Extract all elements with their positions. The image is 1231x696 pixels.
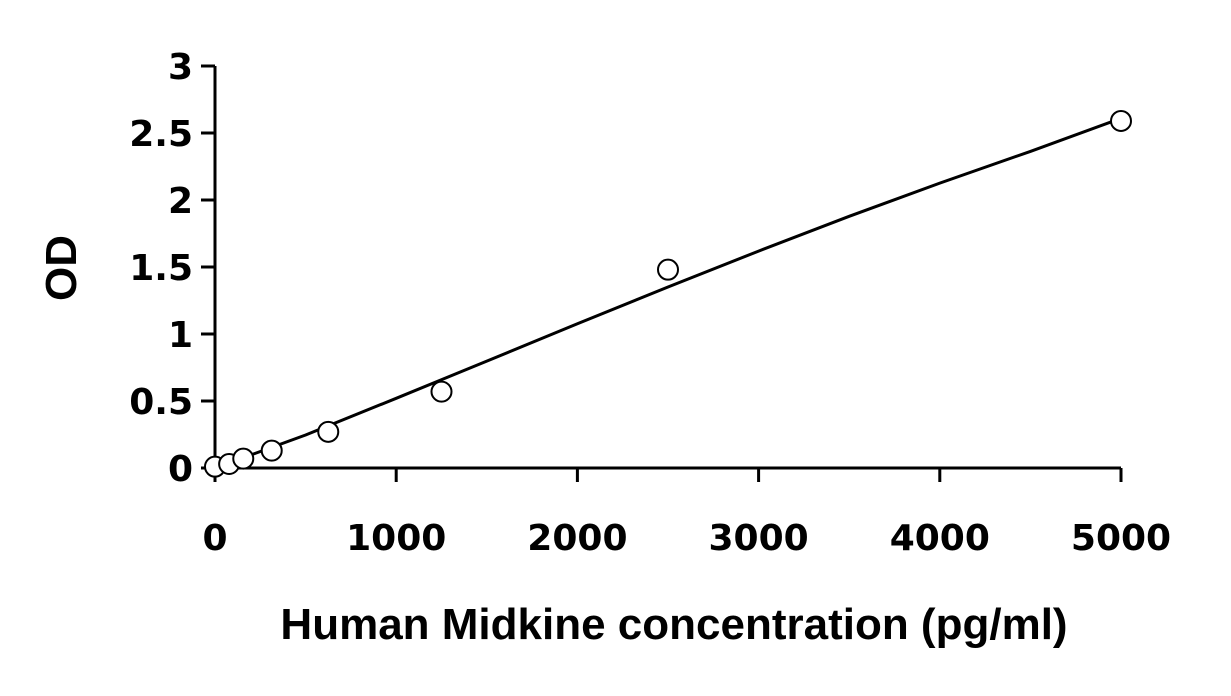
data-point <box>1110 109 1132 132</box>
ticks: 0 0.5 1 1.5 2 2.5 3 0 1000 2000 3000 4000 5000 <box>129 47 1171 559</box>
fit-curve-group <box>214 116 1122 470</box>
x-tick-label: 0 <box>202 518 227 559</box>
x-tick-label: 3000 <box>708 518 808 559</box>
y-tick-label: 2.5 <box>129 114 193 155</box>
y-tick-label: 2 <box>168 181 193 222</box>
data-point <box>317 420 340 443</box>
x-axis-title: Human Midkine concentration (pg/ml) <box>280 600 1067 649</box>
y-tick-label: 0.5 <box>129 382 193 423</box>
data-point <box>232 447 255 470</box>
y-axis-title: OD <box>37 235 86 301</box>
x-tick-label: 5000 <box>1071 518 1171 559</box>
y-tick-label: 1 <box>168 315 193 356</box>
y-tick-label: 0 <box>168 449 193 490</box>
data-point <box>657 258 679 281</box>
data-point <box>430 380 453 403</box>
y-tick-label: 1.5 <box>129 248 193 289</box>
x-tick-label: 1000 <box>346 518 446 559</box>
x-tick-label: 2000 <box>527 518 627 559</box>
data-points-group <box>204 109 1132 478</box>
data-point <box>260 439 283 462</box>
fit-line <box>214 116 1122 470</box>
y-tick-label: 3 <box>168 47 193 88</box>
x-tick-label: 4000 <box>890 518 990 559</box>
